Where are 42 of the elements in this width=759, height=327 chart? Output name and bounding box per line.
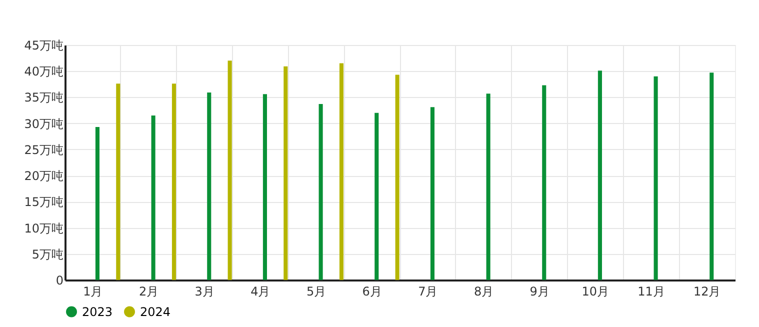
y-tick-label: 20万吨 bbox=[24, 169, 64, 184]
bar bbox=[598, 70, 602, 280]
x-tick-label: 2月 bbox=[138, 284, 159, 298]
y-tick-label: 35万吨 bbox=[24, 90, 64, 105]
y-tick-label: 5万吨 bbox=[32, 247, 64, 262]
bar bbox=[430, 107, 434, 280]
y-tick-label: 45万吨 bbox=[24, 38, 64, 52]
x-tick-label: 8月 bbox=[474, 284, 494, 298]
bar bbox=[151, 116, 156, 280]
x-tick-label: 12月 bbox=[693, 284, 721, 298]
bar bbox=[262, 94, 267, 280]
y-tick-label: 0 bbox=[56, 274, 64, 288]
bar bbox=[318, 104, 323, 280]
y-tick-label: 10万吨 bbox=[24, 221, 64, 236]
legend-label: 2023 bbox=[82, 304, 113, 319]
bar bbox=[207, 92, 212, 280]
bar bbox=[284, 66, 288, 280]
bar bbox=[172, 84, 176, 280]
y-tick-label: 30万吨 bbox=[24, 116, 64, 131]
bar bbox=[339, 63, 344, 280]
bar bbox=[486, 94, 490, 280]
legend-label: 2024 bbox=[140, 304, 171, 319]
x-tick-label: 3月 bbox=[194, 284, 214, 298]
bar bbox=[654, 76, 658, 280]
x-tick-label: 9月 bbox=[530, 284, 550, 298]
bar bbox=[374, 112, 379, 280]
bar bbox=[542, 85, 546, 280]
y-tick-label: 15万吨 bbox=[24, 195, 64, 210]
x-tick-label: 4月 bbox=[250, 284, 270, 298]
bar bbox=[95, 126, 100, 280]
bar bbox=[395, 74, 400, 280]
bar bbox=[228, 60, 232, 280]
bar bbox=[116, 84, 120, 280]
x-tick-label: 1月 bbox=[83, 284, 103, 298]
bar bbox=[710, 72, 714, 280]
x-tick-label: 5月 bbox=[306, 284, 326, 298]
y-tick-label: 25万吨 bbox=[24, 142, 64, 157]
x-tick-label: 10月 bbox=[582, 284, 610, 298]
x-tick-label: 11月 bbox=[638, 284, 665, 298]
x-tick-label: 6月 bbox=[362, 284, 382, 298]
x-tick-label: 7月 bbox=[418, 284, 438, 298]
y-tick-label: 40万吨 bbox=[24, 64, 64, 79]
